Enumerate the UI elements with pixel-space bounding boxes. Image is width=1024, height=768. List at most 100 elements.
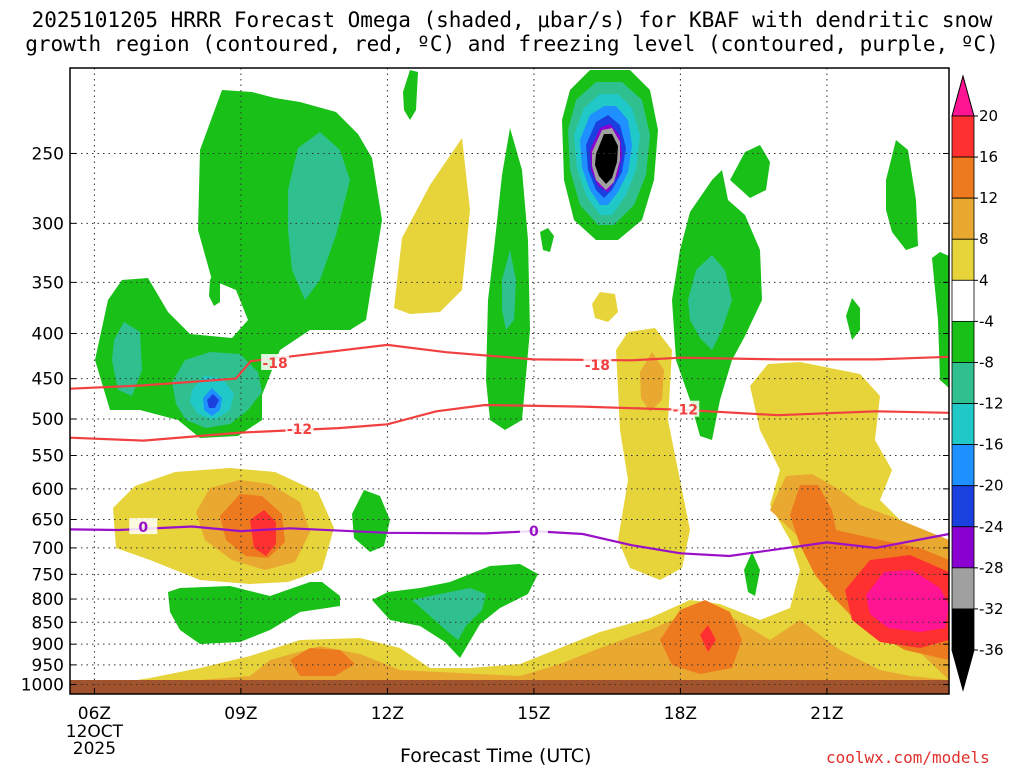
contour-label-bg	[583, 355, 612, 372]
y-tick-label: 450	[32, 370, 64, 390]
colorbar-label: -32	[979, 600, 1004, 618]
date-label-day: 12OCT	[66, 722, 124, 742]
y-axis-ticks: 2503003504004505005506006507007508008509…	[21, 144, 949, 696]
chart-title-line-1: 2025101205 HRRR Forecast Omega (shaded, …	[31, 8, 993, 32]
colorbar-swatch	[951, 115, 975, 158]
y-tick-label: 350	[32, 273, 64, 293]
colorbar-label: -36	[979, 641, 1004, 659]
x-axis-label: Forecast Time (UTC)	[400, 745, 592, 767]
ground-surface	[70, 680, 949, 694]
colorbar-label: -20	[979, 477, 1004, 495]
omega-rising-region	[688, 255, 732, 350]
temperature-contours: -18 -18 -12 -12 0 0	[69, 343, 950, 558]
omega-rising-region	[595, 134, 618, 184]
omega-rising-region	[352, 490, 390, 552]
contour-label-bg	[671, 400, 700, 417]
contour-label: -18	[585, 358, 610, 374]
colorbar-swatch	[951, 362, 975, 404]
omega-rising-region	[112, 322, 142, 396]
grid-lines	[70, 68, 949, 694]
omega-rising-region	[886, 140, 918, 250]
contour-label: 0	[529, 524, 539, 540]
colorbar-swatch	[951, 608, 975, 651]
omega-rising-region	[730, 145, 770, 198]
chart-title-line-2: growth region (contoured, red, ºC) and f…	[25, 32, 999, 56]
colorbar-swatch	[951, 444, 975, 487]
contour-label-bg	[285, 419, 314, 436]
contour-label: -12	[673, 403, 698, 419]
colorbar-swatch	[951, 320, 975, 363]
colorbar-label: 4	[979, 271, 989, 289]
y-tick-label: 300	[32, 214, 64, 234]
omega-rising-region	[207, 394, 219, 408]
omega-rising-region	[168, 582, 340, 644]
omega-rising-region	[209, 272, 220, 306]
x-tick-label: 18Z	[664, 704, 697, 724]
omega-rising-region	[502, 250, 516, 330]
omega-rising-region	[932, 252, 949, 388]
colorbar-swatch	[951, 279, 975, 322]
contour-label-bg	[261, 354, 290, 371]
omega-sinking-region	[250, 510, 276, 556]
omega-rising-region	[540, 228, 554, 252]
colorbar-swatch	[951, 485, 975, 528]
colorbar-label: -4	[979, 312, 994, 330]
colorbar-label: -24	[979, 518, 1004, 536]
y-tick-label: 500	[32, 410, 64, 430]
colorbar-swatch	[951, 238, 975, 281]
omega-sinking-region	[616, 328, 690, 580]
x-axis-ticks: 06Z 09Z 12Z 15Z 18Z 21Z	[78, 688, 844, 724]
y-tick-label: 850	[32, 613, 64, 633]
y-tick-label: 900	[32, 635, 64, 655]
colorbar-swatch	[951, 567, 975, 610]
colorbar-swatch	[951, 197, 975, 240]
x-tick-label: 09Z	[224, 704, 257, 724]
omega-sinking-region	[394, 138, 470, 314]
y-tick-label: 800	[32, 590, 64, 610]
colorbar-label: -8	[979, 353, 994, 371]
y-tick-label: 1000	[21, 676, 64, 696]
colorbar-label: -12	[979, 395, 1004, 413]
omega-shading	[70, 70, 949, 694]
colorbar-top-arrow	[951, 74, 975, 117]
omega-rising-region	[846, 298, 860, 340]
omega-sinking-region	[866, 570, 949, 632]
contour-label: -12	[287, 422, 312, 438]
y-tick-label: 550	[32, 447, 64, 467]
y-tick-label: 250	[32, 144, 64, 164]
colorbar-swatch	[951, 526, 975, 569]
colorbar-bottom-arrow	[951, 649, 975, 692]
contour-label: 0	[138, 520, 148, 536]
contour-label: -18	[262, 356, 287, 372]
site-credit: coolwx.com/models	[826, 748, 990, 767]
omega-sinking-region	[592, 292, 618, 322]
contour-line-minus12	[69, 403, 950, 442]
date-label-year: 2025	[73, 739, 116, 759]
omega-rising-region	[288, 132, 350, 300]
colorbar-swatch	[951, 403, 975, 446]
omega-sinking-region	[70, 362, 949, 694]
omega-sinking-region	[640, 352, 664, 412]
colorbar-label: 8	[979, 230, 989, 248]
x-tick-label: 12Z	[371, 704, 404, 724]
y-tick-label: 700	[32, 539, 64, 559]
y-tick-label: 600	[32, 480, 64, 500]
colorbar-label: 16	[979, 148, 998, 166]
y-tick-label: 400	[32, 325, 64, 345]
x-tick-label: 15Z	[517, 704, 550, 724]
x-tick-label: 21Z	[810, 704, 843, 724]
omega-rising-region	[403, 70, 418, 120]
contour-label-bg	[519, 522, 548, 539]
colorbar-label: 12	[979, 189, 998, 207]
colorbar-label: 20	[979, 107, 998, 125]
colorbar-swatch	[951, 156, 975, 199]
contour-label-bg	[129, 518, 158, 535]
plot-frame	[69, 67, 950, 695]
y-tick-label: 950	[32, 656, 64, 676]
colorbar: 20 16 12 8 4 -4 -8 -12 -16 -20 -24 -28 -32 -36	[951, 74, 1004, 692]
omega-rising-region	[412, 588, 486, 640]
omega-sinking-region	[700, 625, 716, 652]
y-tick-label: 650	[32, 511, 64, 531]
contour-line-minus18	[69, 343, 950, 390]
